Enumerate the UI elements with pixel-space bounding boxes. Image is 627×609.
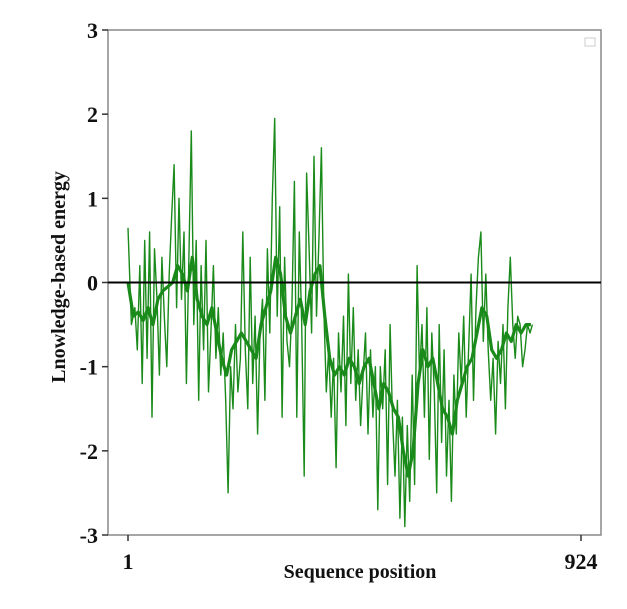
energy-series-line-smoothed bbox=[126, 255, 531, 478]
y-tick-label: 2 bbox=[87, 102, 98, 127]
y-axis-title: Lnowledge-based energy bbox=[48, 171, 70, 383]
y-tick-label: -1 bbox=[80, 355, 98, 380]
y-tick-label: -3 bbox=[80, 523, 98, 548]
x-axis-ticks: 1 924 bbox=[123, 535, 598, 574]
x-axis-title: Sequence position bbox=[284, 561, 437, 583]
y-tick-label: 0 bbox=[87, 271, 98, 296]
x-tick-label: 924 bbox=[565, 549, 598, 574]
y-axis-ticks: 3 2 1 0 -1 -2 -3 bbox=[80, 18, 108, 548]
series-group bbox=[126, 117, 534, 528]
y-tick-label: 3 bbox=[87, 18, 98, 43]
legend-box bbox=[584, 37, 596, 47]
y-tick-label: 1 bbox=[87, 186, 98, 211]
energy-series-line bbox=[127, 117, 534, 528]
x-tick-label: 1 bbox=[123, 549, 134, 574]
y-tick-label: -2 bbox=[80, 439, 98, 464]
